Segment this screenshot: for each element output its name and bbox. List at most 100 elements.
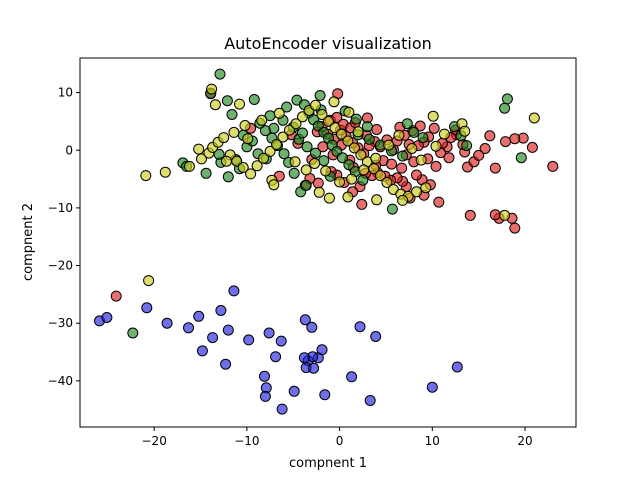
x-tick-label: −10 bbox=[234, 434, 259, 448]
data-point-s2-29 bbox=[355, 149, 367, 161]
data-point-s2-72 bbox=[393, 129, 405, 141]
data-point-s3-21 bbox=[299, 314, 311, 326]
data-point-s3-7 bbox=[207, 332, 219, 344]
data-point-s3-33 bbox=[346, 371, 358, 383]
data-point-s3-14 bbox=[270, 351, 282, 363]
data-point-s2-32 bbox=[374, 170, 386, 182]
data-point-s1-41 bbox=[310, 147, 321, 159]
data-point-s3-1 bbox=[101, 312, 113, 323]
data-point-s2-4 bbox=[196, 153, 207, 165]
data-point-s2-16 bbox=[271, 139, 282, 150]
x-tick-label: 20 bbox=[517, 434, 532, 448]
data-point-s1-55 bbox=[501, 93, 513, 105]
y-tick-label: −10 bbox=[48, 201, 73, 215]
data-point-s0-45 bbox=[428, 122, 440, 134]
data-point-s2-40 bbox=[206, 83, 218, 95]
data-point-s2-26 bbox=[335, 128, 347, 140]
data-point-s0-1 bbox=[547, 160, 559, 172]
data-point-s0-20 bbox=[433, 196, 445, 208]
data-point-s1-60 bbox=[361, 121, 373, 133]
data-point-s0-12 bbox=[489, 162, 501, 174]
data-point-s1-48 bbox=[408, 126, 420, 138]
data-point-s1-17 bbox=[281, 101, 293, 113]
x-axis-label: compnent 1 bbox=[289, 456, 367, 471]
data-point-s1-31 bbox=[300, 179, 312, 191]
data-point-s3-23 bbox=[306, 321, 318, 333]
data-point-s3-8 bbox=[215, 305, 227, 316]
y-tick-label: 10 bbox=[58, 86, 73, 100]
data-point-s2-69 bbox=[358, 164, 370, 176]
data-point-s2-22 bbox=[310, 99, 321, 111]
data-point-s3-20 bbox=[288, 385, 300, 397]
data-point-s2-70 bbox=[370, 152, 382, 164]
data-point-s2-55 bbox=[459, 125, 471, 137]
data-point-s1-40 bbox=[301, 141, 313, 153]
data-point-s1-0 bbox=[127, 327, 139, 339]
data-point-s0-4 bbox=[509, 133, 521, 145]
data-point-s1-53 bbox=[461, 140, 473, 152]
data-point-s3-3 bbox=[161, 317, 173, 329]
data-point-s2-37 bbox=[411, 186, 422, 198]
data-point-s2-48 bbox=[342, 191, 354, 203]
data-point-s3-34 bbox=[364, 395, 376, 406]
data-point-s1-71 bbox=[297, 127, 308, 139]
data-point-s2-66 bbox=[320, 165, 332, 177]
data-point-s3-4 bbox=[183, 322, 194, 334]
data-point-s2-58 bbox=[273, 107, 285, 119]
data-point-s1-34 bbox=[278, 148, 290, 160]
data-point-s0-43 bbox=[356, 198, 368, 210]
data-point-s2-73 bbox=[406, 143, 418, 154]
data-point-s0-98 bbox=[473, 149, 485, 161]
y-tick-label: −20 bbox=[48, 259, 73, 273]
data-point-s3-35 bbox=[426, 381, 438, 393]
data-point-s3-32 bbox=[370, 331, 382, 342]
data-point-s2-11 bbox=[237, 162, 249, 173]
data-point-s0-2 bbox=[526, 141, 538, 153]
data-point-s2-20 bbox=[297, 111, 308, 123]
data-point-s2-74 bbox=[415, 154, 427, 166]
data-point-s1-47 bbox=[397, 150, 409, 162]
data-point-s2-52 bbox=[438, 128, 450, 140]
data-point-s2-33 bbox=[381, 177, 393, 188]
points-layer bbox=[94, 68, 559, 415]
x-tick-label: 0 bbox=[336, 434, 344, 448]
data-point-s2-27 bbox=[342, 135, 354, 147]
data-point-s0-9 bbox=[489, 209, 501, 221]
data-point-s0-24 bbox=[411, 169, 422, 181]
chart-title: AutoEncoder visualization bbox=[224, 34, 432, 53]
data-point-s2-42 bbox=[239, 120, 251, 131]
x-tick-label: 10 bbox=[425, 434, 440, 448]
data-point-s3-30 bbox=[319, 389, 331, 401]
data-point-s0-82 bbox=[396, 162, 408, 174]
data-point-s1-42 bbox=[318, 155, 330, 167]
data-point-s0-19 bbox=[430, 160, 442, 172]
data-point-s1-1 bbox=[214, 68, 226, 80]
data-point-s3-19 bbox=[276, 403, 288, 415]
data-point-s2-13 bbox=[251, 160, 263, 172]
y-tick-label: 0 bbox=[65, 143, 73, 157]
data-point-s0-93 bbox=[414, 120, 426, 132]
data-point-s3-16 bbox=[259, 370, 270, 382]
data-point-s1-37 bbox=[259, 125, 271, 137]
x-tick-label: −20 bbox=[142, 434, 167, 448]
data-point-s2-23 bbox=[316, 109, 328, 120]
data-point-s3-26 bbox=[298, 352, 310, 364]
data-point-s1-49 bbox=[417, 132, 429, 144]
data-point-s1-61 bbox=[248, 94, 260, 105]
data-point-s2-60 bbox=[242, 133, 254, 145]
data-point-s0-11 bbox=[484, 130, 496, 142]
data-point-s2-46 bbox=[313, 186, 325, 198]
data-point-s2-19 bbox=[290, 118, 302, 130]
data-point-s2-59 bbox=[256, 114, 268, 126]
data-point-s2-68 bbox=[346, 173, 358, 185]
data-point-s2-76 bbox=[343, 106, 355, 118]
data-point-s2-51 bbox=[430, 140, 442, 152]
data-point-s2-39 bbox=[209, 99, 221, 111]
data-point-s0-5 bbox=[500, 136, 511, 148]
data-point-s1-56 bbox=[515, 152, 527, 164]
data-point-s2-17 bbox=[277, 131, 289, 143]
data-point-s2-28 bbox=[348, 142, 360, 154]
data-point-s2-65 bbox=[309, 158, 321, 169]
data-point-s2-12 bbox=[245, 168, 257, 180]
data-point-s1-28 bbox=[343, 159, 355, 171]
